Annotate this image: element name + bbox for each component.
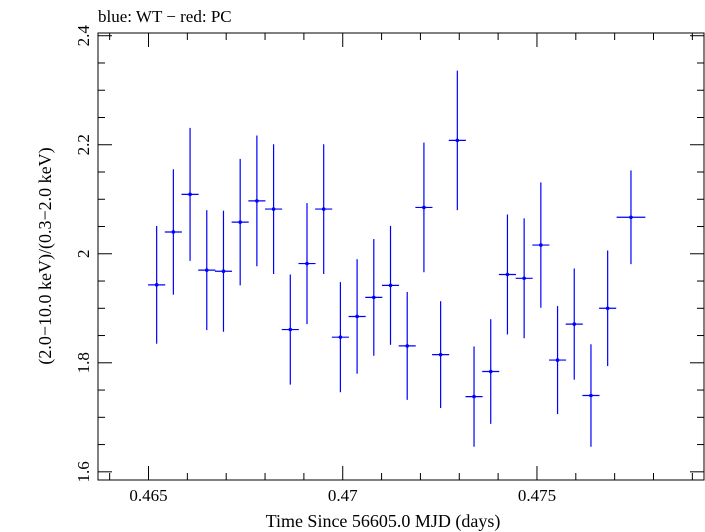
y-tick-label: 1.6	[74, 461, 93, 482]
data-point	[365, 239, 383, 356]
data-point	[565, 268, 583, 380]
data-point	[164, 169, 182, 295]
y-axis-label: (2.0−10.0 keV)/(0.3−2.0 keV)	[35, 147, 56, 364]
data-marker	[154, 283, 159, 287]
data-point	[498, 214, 516, 335]
data-point	[465, 346, 483, 447]
data-point	[482, 319, 500, 424]
data-marker	[589, 393, 593, 398]
data-point	[381, 225, 400, 345]
data-point	[599, 250, 617, 367]
data-point	[432, 301, 450, 409]
x-tick-label: 0.475	[518, 486, 556, 505]
data-point	[231, 158, 249, 286]
data-marker	[305, 261, 309, 266]
x-axis-label: Time Since 56605.0 MJD (days)	[266, 511, 501, 532]
data-marker	[472, 394, 476, 399]
data-marker	[288, 327, 293, 332]
data-point	[315, 144, 333, 274]
data-marker	[221, 269, 226, 274]
data-point	[515, 218, 533, 339]
data-marker	[255, 199, 259, 203]
data-point	[331, 282, 349, 393]
data-point	[532, 182, 550, 308]
chart-title: blue: WT − red: PC	[98, 7, 232, 26]
data-marker	[629, 215, 633, 220]
data-marker	[171, 230, 176, 234]
axis-ticks: 0.465 0.47 0.475 1.6 1.8 2 2.2 2.4	[74, 25, 704, 505]
data-point	[616, 170, 646, 265]
data-points	[148, 70, 646, 447]
data-marker	[505, 272, 510, 277]
data-point	[398, 291, 416, 400]
data-marker	[488, 369, 493, 374]
data-point	[198, 210, 216, 331]
data-marker	[572, 322, 577, 326]
y-tick-label: 2	[74, 250, 93, 259]
data-point	[348, 259, 366, 374]
data-marker	[605, 306, 610, 311]
data-marker	[422, 205, 426, 210]
data-marker	[555, 358, 560, 362]
data-marker	[355, 314, 359, 319]
data-marker	[522, 276, 526, 281]
x-tick-label: 0.47	[328, 486, 358, 505]
data-marker	[204, 268, 209, 272]
data-point	[448, 70, 466, 211]
y-tick-label: 2.4	[74, 25, 93, 47]
data-marker	[238, 220, 242, 224]
data-point	[298, 203, 316, 325]
x-tick-label: 0.465	[129, 486, 167, 505]
y-tick-label: 2.2	[74, 134, 93, 155]
data-marker	[271, 207, 276, 211]
data-point	[281, 274, 299, 385]
data-point	[582, 344, 600, 447]
data-point	[181, 127, 199, 261]
plot-frame	[97, 32, 705, 481]
data-marker	[372, 295, 376, 300]
data-marker	[388, 283, 393, 288]
data-point	[148, 225, 166, 344]
data-point	[248, 135, 266, 267]
data-point	[549, 306, 567, 415]
data-marker	[405, 344, 410, 348]
data-marker	[338, 335, 343, 339]
data-point	[214, 210, 233, 332]
data-point	[415, 142, 433, 273]
data-point	[265, 144, 283, 274]
data-marker	[321, 207, 326, 211]
y-tick-label: 1.8	[74, 352, 93, 373]
data-marker	[438, 352, 443, 357]
data-marker	[455, 138, 460, 143]
data-marker	[188, 192, 192, 197]
data-marker	[539, 243, 543, 247]
